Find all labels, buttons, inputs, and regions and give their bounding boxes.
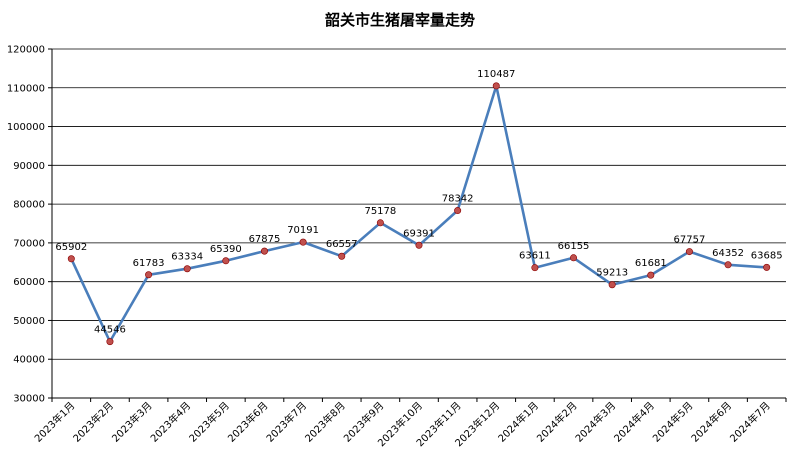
y-tick-label: 30000 — [13, 394, 45, 405]
x-tick-label: 2023年8月 — [302, 399, 348, 445]
x-tick-label: 2023年3月 — [109, 399, 155, 445]
x-tick-label: 2024年6月 — [688, 399, 734, 445]
x-tick-label: 2023年5月 — [186, 399, 232, 445]
data-label: 63334 — [171, 252, 203, 263]
data-point — [492, 82, 500, 90]
axes — [48, 48, 787, 402]
y-tick-label: 120000 — [7, 45, 45, 56]
y-axis-ticks: 30000 40000 50000 60000 70000 80000 90000 10000… — [7, 45, 45, 405]
data-label: 110487 — [477, 69, 515, 80]
data-label: 63611 — [519, 251, 551, 262]
data-point — [183, 265, 191, 273]
data-point — [260, 247, 268, 255]
data-label: 67875 — [249, 234, 281, 245]
data-point — [145, 271, 153, 279]
x-tick-label: 2024年1月 — [495, 399, 541, 445]
x-tick-label: 2023年1月 — [32, 399, 78, 445]
data-point — [454, 207, 462, 215]
y-tick-label: 80000 — [13, 200, 45, 211]
x-tick-label: 2024年4月 — [611, 399, 657, 445]
x-axis-ticks: 2023年1月2023年2月2023年3月2023年4月2023年5月2023年… — [32, 399, 773, 449]
data-labels: 65902 44546 61783 63334 65390 67875 70191 66557… — [55, 69, 782, 336]
x-tick-label: 2023年2月 — [70, 399, 116, 445]
data-label: 44546 — [94, 325, 126, 336]
x-tick-label: 2023年6月 — [225, 399, 271, 445]
data-point — [608, 281, 616, 289]
y-tick-label: 50000 — [13, 316, 45, 327]
y-tick-label: 70000 — [13, 238, 45, 249]
data-point — [763, 263, 771, 271]
data-point — [647, 271, 655, 279]
data-label: 65390 — [210, 244, 242, 255]
data-point — [724, 261, 732, 269]
data-point — [338, 252, 346, 260]
data-label: 67757 — [674, 235, 706, 246]
x-tick-label: 2023年4月 — [148, 399, 194, 445]
y-tick-label: 90000 — [13, 161, 45, 172]
data-label: 78342 — [442, 194, 474, 205]
data-point — [570, 254, 578, 262]
series — [67, 82, 771, 346]
data-point — [376, 219, 384, 227]
data-label: 61681 — [635, 258, 667, 269]
y-tick-label: 60000 — [13, 277, 45, 288]
data-label: 63685 — [751, 250, 783, 261]
data-label: 66557 — [326, 239, 358, 250]
data-point — [685, 248, 693, 256]
data-label: 64352 — [712, 248, 744, 259]
series-line — [70, 84, 767, 343]
data-label: 59213 — [596, 268, 628, 279]
x-tick-label: 2024年5月 — [650, 399, 696, 445]
data-point — [67, 255, 75, 263]
data-point — [222, 257, 230, 265]
data-point — [106, 338, 114, 346]
data-point — [415, 241, 423, 249]
x-tick-label: 2024年7月 — [727, 399, 773, 445]
y-tick-label: 40000 — [13, 355, 45, 366]
x-tick-label: 2023年7月 — [263, 399, 309, 445]
y-tick-label: 100000 — [7, 122, 45, 133]
data-label: 65902 — [55, 242, 87, 253]
chart-title: 韶关市生猪屠宰量走势 — [325, 11, 475, 29]
x-tick-label: 2024年2月 — [534, 399, 580, 445]
data-label: 61783 — [133, 258, 165, 269]
data-point — [299, 238, 307, 246]
data-label: 66155 — [558, 241, 590, 252]
gridlines — [52, 48, 786, 360]
y-tick-label: 110000 — [7, 83, 45, 94]
x-tick-label: 2024年3月 — [572, 399, 618, 445]
data-label: 75178 — [364, 206, 396, 217]
data-point — [531, 264, 539, 272]
data-label: 70191 — [287, 225, 319, 236]
data-label: 69391 — [403, 228, 435, 239]
